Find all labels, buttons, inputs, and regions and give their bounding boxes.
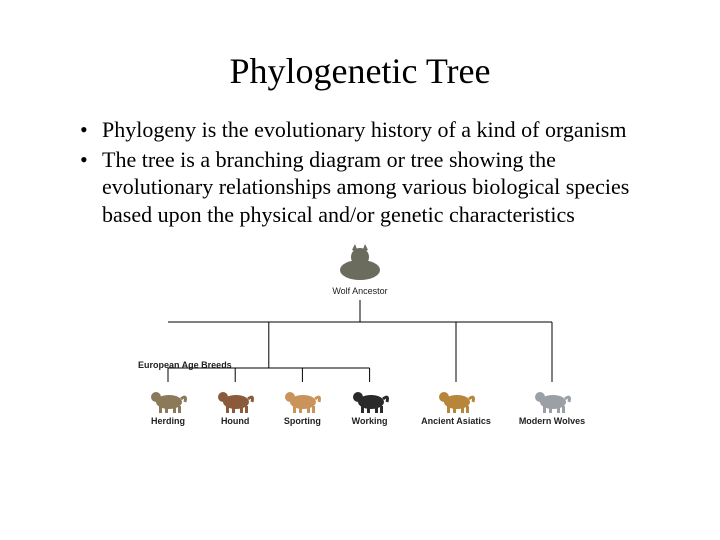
- leaf-label: Ancient Asiatics: [421, 416, 491, 426]
- dog-icon: [531, 382, 573, 414]
- dog-icon: [435, 382, 477, 414]
- leaf-node: Hound: [200, 382, 270, 426]
- ancestor-node: Wolf Ancestor: [331, 242, 389, 296]
- bullet-item: The tree is a branching diagram or tree …: [80, 146, 650, 229]
- leaf-label: Modern Wolves: [517, 416, 587, 426]
- dog-icon: [214, 382, 256, 414]
- dog-icon: [281, 382, 323, 414]
- dog-icon: [349, 382, 391, 414]
- leaf-label: Working: [335, 416, 405, 426]
- leaf-node: Herding: [133, 382, 203, 426]
- wolf-ancestor-icon: [331, 242, 389, 284]
- leaf-node: Ancient Asiatics: [421, 382, 491, 426]
- leaf-node: Modern Wolves: [517, 382, 587, 426]
- phylogenetic-tree-diagram: Wolf Ancestor European Age Breeds Herdin…: [120, 242, 600, 442]
- leaf-label: Hound: [200, 416, 270, 426]
- leaf-label: Sporting: [267, 416, 337, 426]
- subgroup-label: European Age Breeds: [138, 360, 232, 370]
- bullet-item: Phylogeny is the evolutionary history of…: [80, 116, 650, 144]
- leaf-node: Working: [335, 382, 405, 426]
- leaf-label: Herding: [133, 416, 203, 426]
- slide: Phylogenetic Tree Phylogeny is the evolu…: [0, 0, 720, 540]
- leaf-node: Sporting: [267, 382, 337, 426]
- slide-title: Phylogenetic Tree: [70, 50, 650, 92]
- dog-icon: [147, 382, 189, 414]
- ancestor-label: Wolf Ancestor: [331, 286, 389, 296]
- bullet-list: Phylogeny is the evolutionary history of…: [80, 116, 650, 228]
